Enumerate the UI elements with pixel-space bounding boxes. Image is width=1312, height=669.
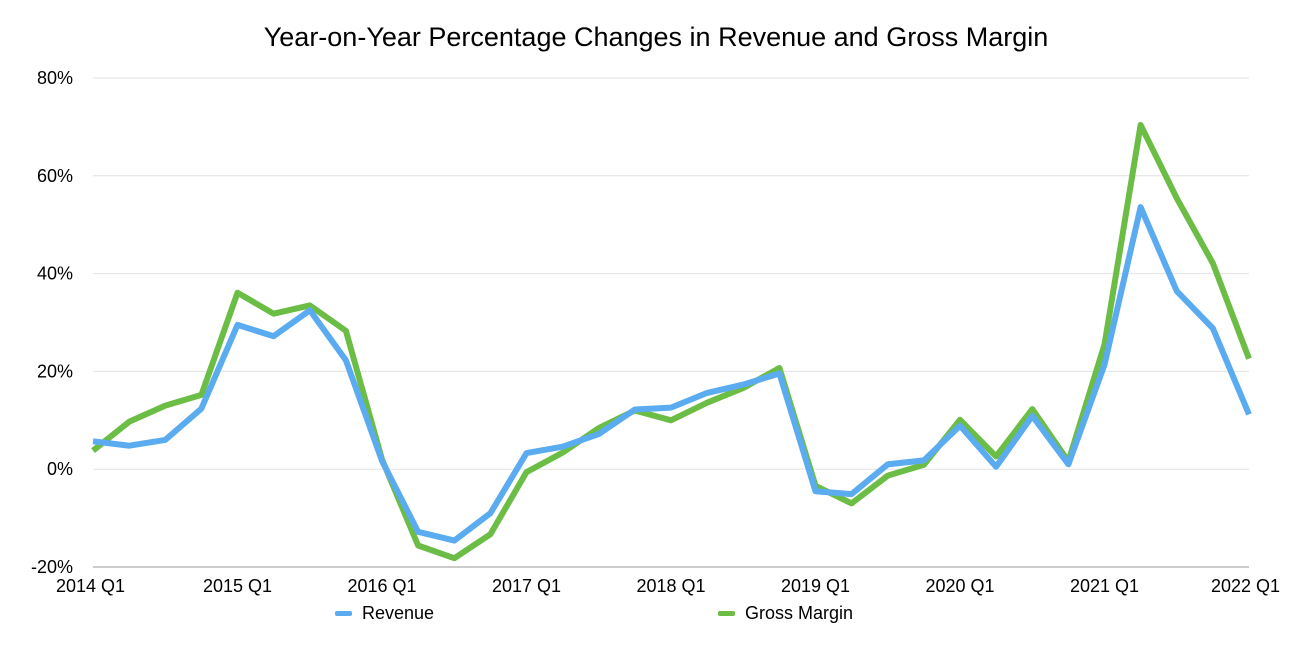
x-tick-label: 2014 Q1 xyxy=(56,576,125,596)
legend-swatch-revenue xyxy=(335,611,352,616)
x-tick-label: 2015 Q1 xyxy=(203,576,272,596)
chart-title: Year-on-Year Percentage Changes in Reven… xyxy=(263,22,1049,52)
legend-item-revenue: Revenue xyxy=(335,603,434,624)
x-tick-label: 2017 Q1 xyxy=(492,576,561,596)
legend: Revenue Gross Margin xyxy=(0,603,1312,629)
legend-swatch-gross-margin xyxy=(718,611,735,616)
x-tick-label: 2019 Q1 xyxy=(781,576,850,596)
y-tick-label: 80% xyxy=(37,68,73,88)
y-tick-label: -20% xyxy=(31,557,73,577)
series-line-gross-margin xyxy=(91,121,1252,562)
series-line-revenue xyxy=(92,204,1252,544)
legend-label-gross-margin: Gross Margin xyxy=(745,603,854,623)
y-tick-label: 20% xyxy=(37,361,73,381)
x-tick-label: 2022 Q1 xyxy=(1211,576,1280,596)
y-tick-label: 60% xyxy=(37,166,73,186)
y-tick-label: 40% xyxy=(37,264,73,284)
x-tick-label: 2021 Q1 xyxy=(1070,576,1139,596)
legend-label-revenue: Revenue xyxy=(362,603,435,623)
x-tick-label: 2020 Q1 xyxy=(925,576,994,596)
x-tick-label: 2016 Q1 xyxy=(347,576,416,596)
legend-item-gross-margin: Gross Margin xyxy=(718,603,853,624)
y-tick-label: 0% xyxy=(47,459,73,479)
x-tick-label: 2018 Q1 xyxy=(636,576,705,596)
